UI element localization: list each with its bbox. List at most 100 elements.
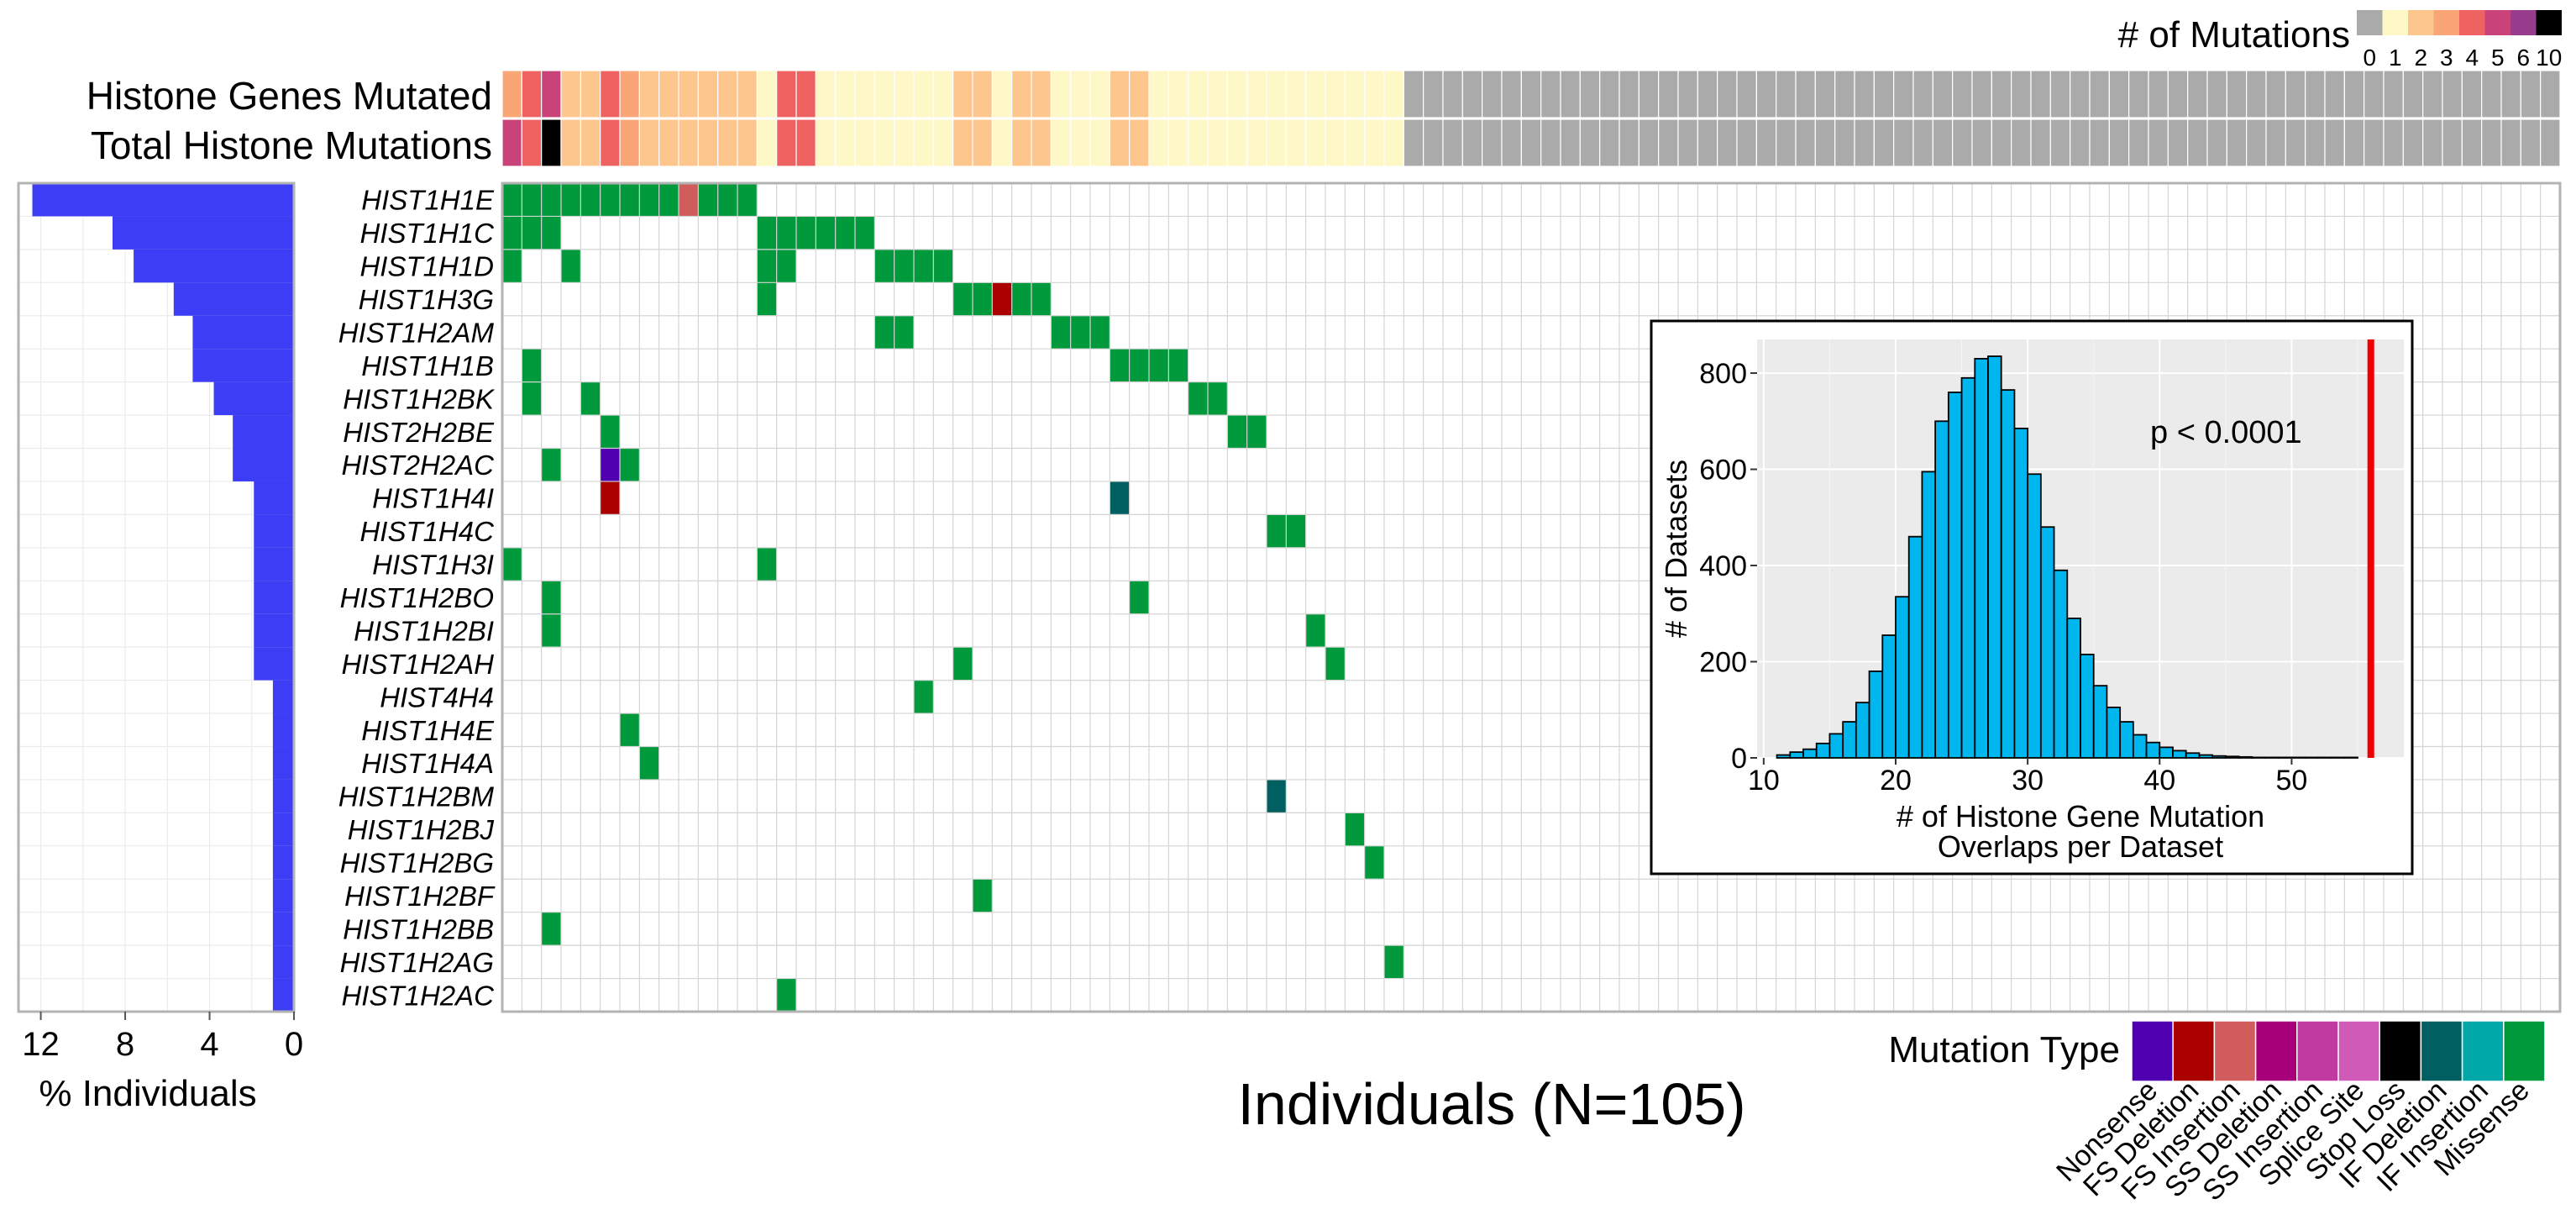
genes-mutated-cell: [1482, 70, 1503, 118]
count-legend-swatch: [2510, 10, 2537, 35]
inset-y-tick-label: 800: [1699, 358, 1747, 390]
total-mutations-cell: [1638, 118, 1660, 167]
mutation-cell: [1110, 349, 1130, 382]
genes-mutated-cell: [2206, 70, 2227, 118]
histogram-bar: [2172, 749, 2187, 759]
histogram-bar: [1868, 670, 1884, 759]
genes-mutated-cell: [638, 70, 660, 118]
gene-label: HIST1H2BF: [344, 881, 496, 912]
histogram-bar: [2013, 427, 2029, 759]
histogram-bar: [1776, 754, 1792, 759]
mutation-cell: [776, 249, 796, 283]
total-mutations-cell: [717, 118, 738, 167]
genes-mutated-cell: [1226, 70, 1248, 118]
total-mutations-cell: [2030, 118, 2051, 167]
total-mutations-cell: [560, 118, 581, 167]
genes-mutated-cell: [2226, 70, 2248, 118]
total-mutations-cell: [1952, 118, 1973, 167]
total-mutations-cell: [2108, 118, 2130, 167]
histogram-bar: [1987, 355, 2002, 759]
total-mutations-cell: [1266, 118, 1287, 167]
mutation-cell: [737, 183, 758, 217]
mutation-cell: [580, 381, 601, 416]
genes-mutated-cell: [2540, 70, 2561, 118]
bar-axis-tick-label: 8: [116, 1026, 134, 1063]
count-legend-swatch: [2459, 10, 2485, 35]
mutation-cell: [522, 183, 542, 217]
genes-mutated-cell: [815, 70, 837, 118]
mutation-cell: [620, 448, 640, 481]
histogram-bar: [2119, 721, 2134, 759]
mutation-cell: [1364, 845, 1384, 880]
inset-x-axis-title: # of Histone Gene Mutation: [1897, 799, 2264, 833]
gene-label: HIST1H3I: [372, 550, 494, 581]
total-mutations-cell: [815, 118, 837, 167]
percent-bar: [272, 812, 294, 846]
total-mutations-cell: [2520, 118, 2542, 167]
mutation-cell: [1246, 415, 1267, 449]
gene-labels: HIST1H1EHIST1H1CHIST1H1DHIST1H3GHIST1H2A…: [338, 185, 496, 1012]
gene-label: HIST1H2AH: [341, 649, 494, 680]
genes-mutated-cell: [1246, 70, 1267, 118]
genes-mutated-cell: [2343, 70, 2365, 118]
genes-mutated-cell: [1893, 70, 1914, 118]
count-legend-swatch: [2357, 10, 2383, 35]
mutation-cell: [855, 216, 875, 250]
histogram-bar: [1802, 748, 1818, 759]
percent-bar: [254, 581, 294, 614]
histogram-bar: [2198, 754, 2214, 759]
genes-mutated-cell: [894, 70, 915, 118]
histogram-bar: [2066, 618, 2081, 759]
mutation-legend-title: Mutation Type: [1888, 1029, 2120, 1070]
percent-bar: [272, 680, 294, 714]
percent-bar: [233, 415, 294, 449]
total-mutations-cell: [1305, 118, 1326, 167]
mutation-cell: [973, 282, 993, 316]
total-mutations-cell: [541, 118, 562, 167]
bar-axis-tick-label: 4: [200, 1026, 218, 1063]
mutation-cell: [522, 349, 542, 382]
total-mutations-cell: [1482, 118, 1503, 167]
histogram-bar: [1881, 634, 1897, 759]
mutation-cell: [1345, 812, 1365, 846]
inset-y-axis-title: # of Datasets: [1659, 460, 1693, 638]
genes-mutated-cell: [1795, 70, 1816, 118]
mutation-cell: [620, 713, 640, 747]
header-rows: [501, 70, 2561, 167]
count-legend-swatch: [2382, 10, 2408, 35]
count-legend-title: # of Mutations: [2118, 14, 2350, 55]
genes-mutated-cell: [1736, 70, 1757, 118]
percent-bar: [192, 315, 294, 350]
permutation-histogram-inset: 0 200 400 600 800 10 20 30 40 50 p < 0.0001 # of Da…: [1650, 319, 2414, 876]
total-mutations-cell: [1912, 118, 1933, 167]
mutation-cell: [776, 978, 796, 1012]
total-mutations-cell: [1070, 118, 1091, 167]
percent-bar: [272, 945, 294, 979]
inset-x-tick-label: 50: [2276, 765, 2308, 797]
gene-label: HIST1H2AM: [338, 317, 495, 348]
inset-x-tick-label: 30: [2012, 765, 2043, 797]
total-mutations-cell: [854, 118, 875, 167]
total-mutations-cell: [1893, 118, 1914, 167]
gene-label: HIST2H2AC: [341, 450, 495, 481]
histogram-bar: [2304, 756, 2319, 759]
genes-mutated-cell: [795, 70, 816, 118]
count-legend-label: 0: [2363, 45, 2376, 71]
genes-mutated-cell: [1383, 70, 1404, 118]
histogram-bar: [2106, 706, 2122, 759]
total-mutations-cell: [678, 118, 699, 167]
total-mutations-cell: [1520, 118, 1542, 167]
histogram-bar: [1921, 471, 1937, 759]
mutation-cell: [502, 547, 522, 581]
mutation-cell: [1384, 945, 1404, 979]
genes-mutated-cell: [1344, 70, 1366, 118]
percent-bar: [112, 216, 294, 250]
total-mutations-cell: [776, 118, 797, 167]
total-mutations-cell: [2070, 118, 2091, 167]
histogram-bar: [2316, 756, 2332, 759]
genes-mutated-cell: [2167, 70, 2189, 118]
genes-mutated-cell: [1814, 70, 1836, 118]
percent-bar: [32, 183, 295, 217]
bar-panel-border: [17, 181, 296, 1013]
bar-panel: 12 8 4 0: [17, 181, 303, 1063]
